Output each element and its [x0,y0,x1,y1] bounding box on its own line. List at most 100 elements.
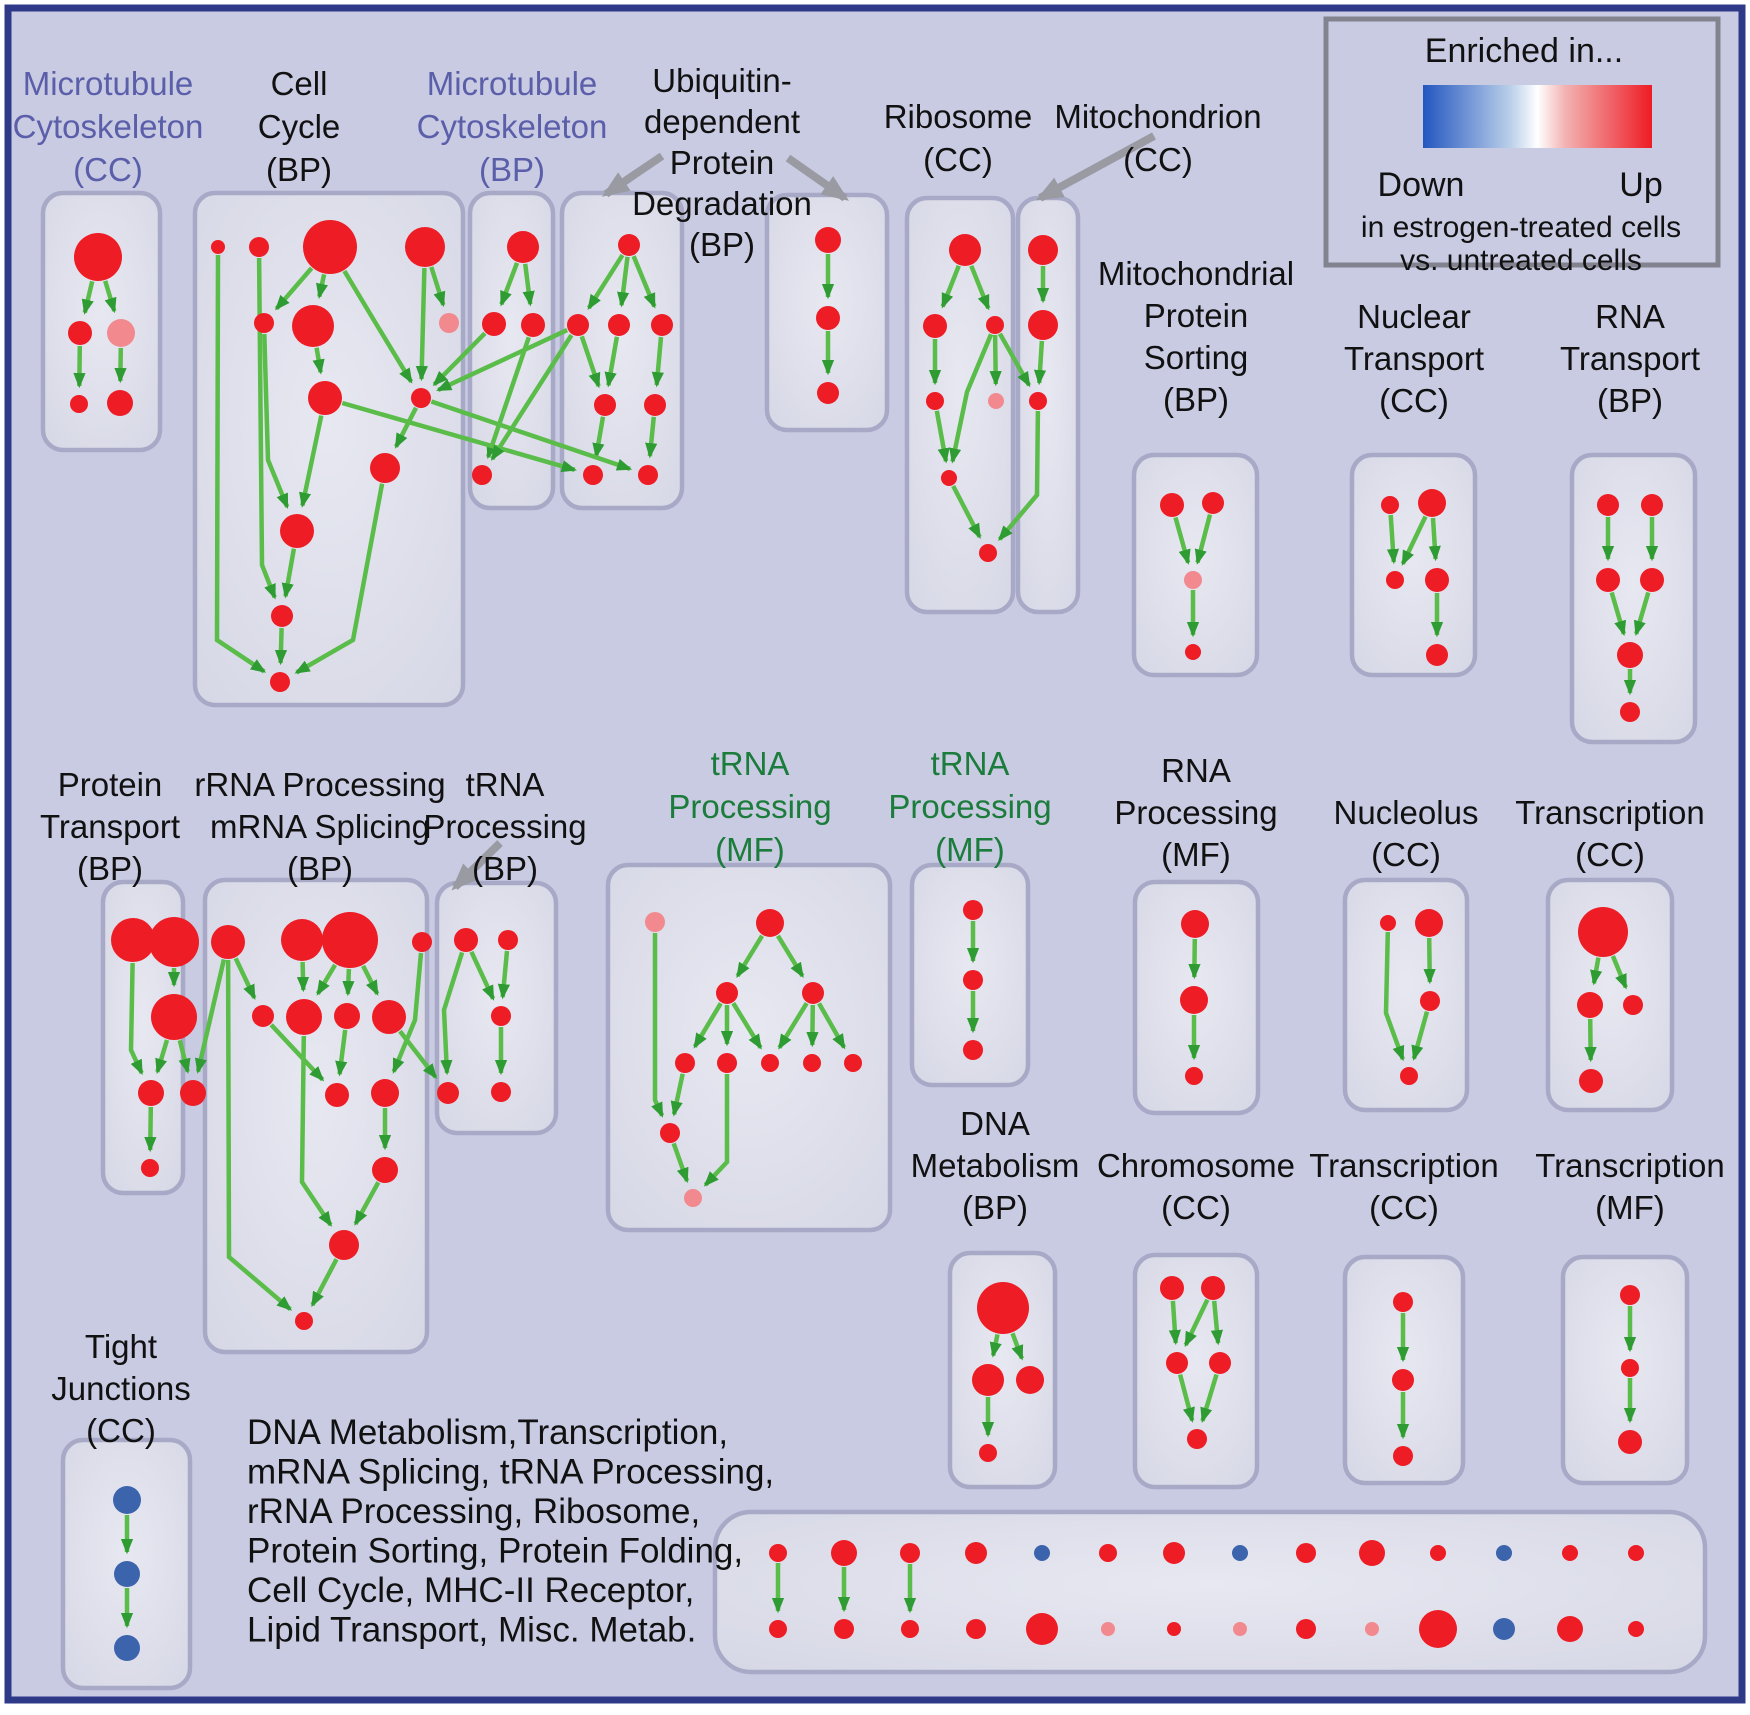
edge-mt-cc-1 [103,280,117,314]
node-protein-transport-p4 [138,1080,164,1106]
node-ubiq-deg-2-ub3 [817,382,839,404]
edge-rrna-mrna-7 [391,952,424,1074]
node-nucleolus-nc4 [1400,1067,1418,1085]
edge-chromosome-4 [1200,1373,1219,1423]
node-trna-bp-tb4 [437,1082,459,1104]
edge-ribosome-4 [949,333,994,464]
edge-ribosome-5 [934,410,950,464]
edge-chromosome-0 [1168,1300,1181,1346]
edge-cell-cycle-0 [214,254,267,674]
label-mito-protein-sorting-line1: Protein [1144,297,1249,334]
node-mt-bp-m4 [472,465,492,485]
edge-mt-bp-2 [485,336,531,460]
edge-ubiq-deg-2 [631,255,657,309]
label-transcription-mf-line0: Transcription [1535,1147,1725,1184]
label-trna-mf-1-line2: (MF) [715,831,785,868]
edge-mt-cc-0 [81,280,95,315]
node-trna-mf-1-tm8 [803,1054,821,1072]
label-trna-mf-2-line0: tRNA [931,745,1010,782]
node-transcription-mf-t42 [1621,1359,1639,1377]
node-rrna-mrna-rrI [325,1083,349,1107]
edge-cell-cycle-6 [415,267,428,382]
node-misc-band-b1t [831,1540,857,1566]
label-transcription-cc-upper-line1: (CC) [1575,836,1645,873]
node-rna-processing-mf-rm1 [1181,910,1209,938]
edge-cross-6 [997,410,1041,542]
cluster-box-nuclear-transport [1349,452,1478,678]
edge-cross-1 [436,328,569,393]
node-nuclear-transport-nt2 [1418,489,1446,517]
gray-arrow-ubiquitin-to-left-box [601,152,665,198]
label-cell-cycle-line2: (BP) [266,151,332,188]
node-cell-cycle-c10 [370,453,400,483]
label-ubiq-deg-line0: Ubiquitin- [652,62,791,99]
node-trna-bp-tb3 [491,1006,511,1026]
node-mt-cc-a2 [68,321,92,345]
edge-rna-transport-2 [1609,591,1627,637]
node-tight-junctions-tj3 [114,1635,140,1661]
label-mt-cc-line1: Cytoskeleton [13,108,204,145]
edge-rrna-mrna-3 [296,961,310,993]
edge-trna-mf-1-0 [651,933,665,1118]
label-mt-cc-line0: Microtubule [23,65,194,102]
node-trna-bp-tb1 [454,928,478,952]
node-transcription-cc-lower-t32 [1392,1369,1414,1391]
node-misc-band-b13b [1628,1621,1644,1637]
label-transcription-cc-lower-line0: Transcription [1309,1147,1499,1184]
edge-cell-cycle-1 [256,257,277,600]
node-rrna-mrna-rrE [252,1005,274,1027]
node-protein-transport-p3 [151,994,197,1040]
node-ubiq-deg-ua7 [583,465,603,485]
label-mt-cc-line2: (CC) [73,151,143,188]
edge-cell-cycle-12 [281,548,297,599]
edge-rrna-mrna-5 [342,968,355,997]
label-rna-transport-line0: RNA [1595,298,1665,335]
node-misc-band-b6b [1167,1622,1181,1636]
label-nucleolus-line1: (CC) [1371,836,1441,873]
cluster-boxes [40,190,1708,1691]
node-rna-transport-rt1 [1597,494,1619,516]
node-trna-mf-2-tn3 [963,1040,983,1060]
label-cell-cycle-line0: Cell [271,65,328,102]
edge-trna-bp-2 [497,950,511,1000]
node-chromosome-ch4 [1209,1352,1231,1374]
edge-mt-bp-0 [499,262,520,307]
edge-cell-cycle-11 [294,483,385,675]
label-protein-transport-line2: (BP) [77,850,143,887]
node-rrna-mrna-rrA [211,925,245,959]
node-chromosome-ch3 [1166,1352,1188,1374]
cluster-box-mt-cc [40,190,163,453]
node-mt-cc-a5 [107,390,133,416]
edge-mt-cc-3 [114,347,127,384]
label-transcription-cc-upper-line0: Transcription [1515,794,1705,831]
edge-rrna-mrna-12 [353,1181,381,1226]
node-rrna-mrna-rrM [295,1312,313,1330]
edge-cross-7 [177,1039,191,1074]
edge-ubiq-deg-6 [592,416,606,459]
node-protein-transport-p1 [111,918,155,962]
node-misc-band-b12b [1557,1616,1583,1642]
label-tight-junctions-line1: Junctions [51,1370,190,1407]
edge-ribosome-3 [989,334,1002,387]
node-trna-mf-1-tm2 [756,909,784,937]
node-mt-cc-a3 [107,319,135,347]
edge-ubiq-deg-1 [617,256,630,308]
legend-down-label: Down [1378,166,1465,204]
node-nuclear-transport-nt4 [1425,568,1449,592]
misc-text-line-5: Lipid Transport, Misc. Metab. [247,1611,696,1650]
edge-trna-mf-1-2 [775,934,805,978]
edge-mito-protein-sorting-1 [1194,514,1213,565]
label-ribosome-line1: (CC) [923,141,993,178]
node-tight-junctions-tj1 [113,1486,141,1514]
node-misc-band-b13t [1628,1545,1644,1561]
node-mito-protein-sorting-ms3 [1184,571,1202,589]
edge-cross-5 [997,332,1032,388]
label-trna-bp-line2: (BP) [472,850,538,887]
label-mito-protein-sorting-line0: Mitochondrial [1098,255,1294,292]
edge-rrna-mrna-9 [335,1029,348,1077]
label-nuclear-transport-line1: Transport [1344,340,1484,377]
node-transcription-cc-lower-t33 [1393,1446,1413,1466]
edge-nucleolus-2 [1411,1010,1430,1061]
